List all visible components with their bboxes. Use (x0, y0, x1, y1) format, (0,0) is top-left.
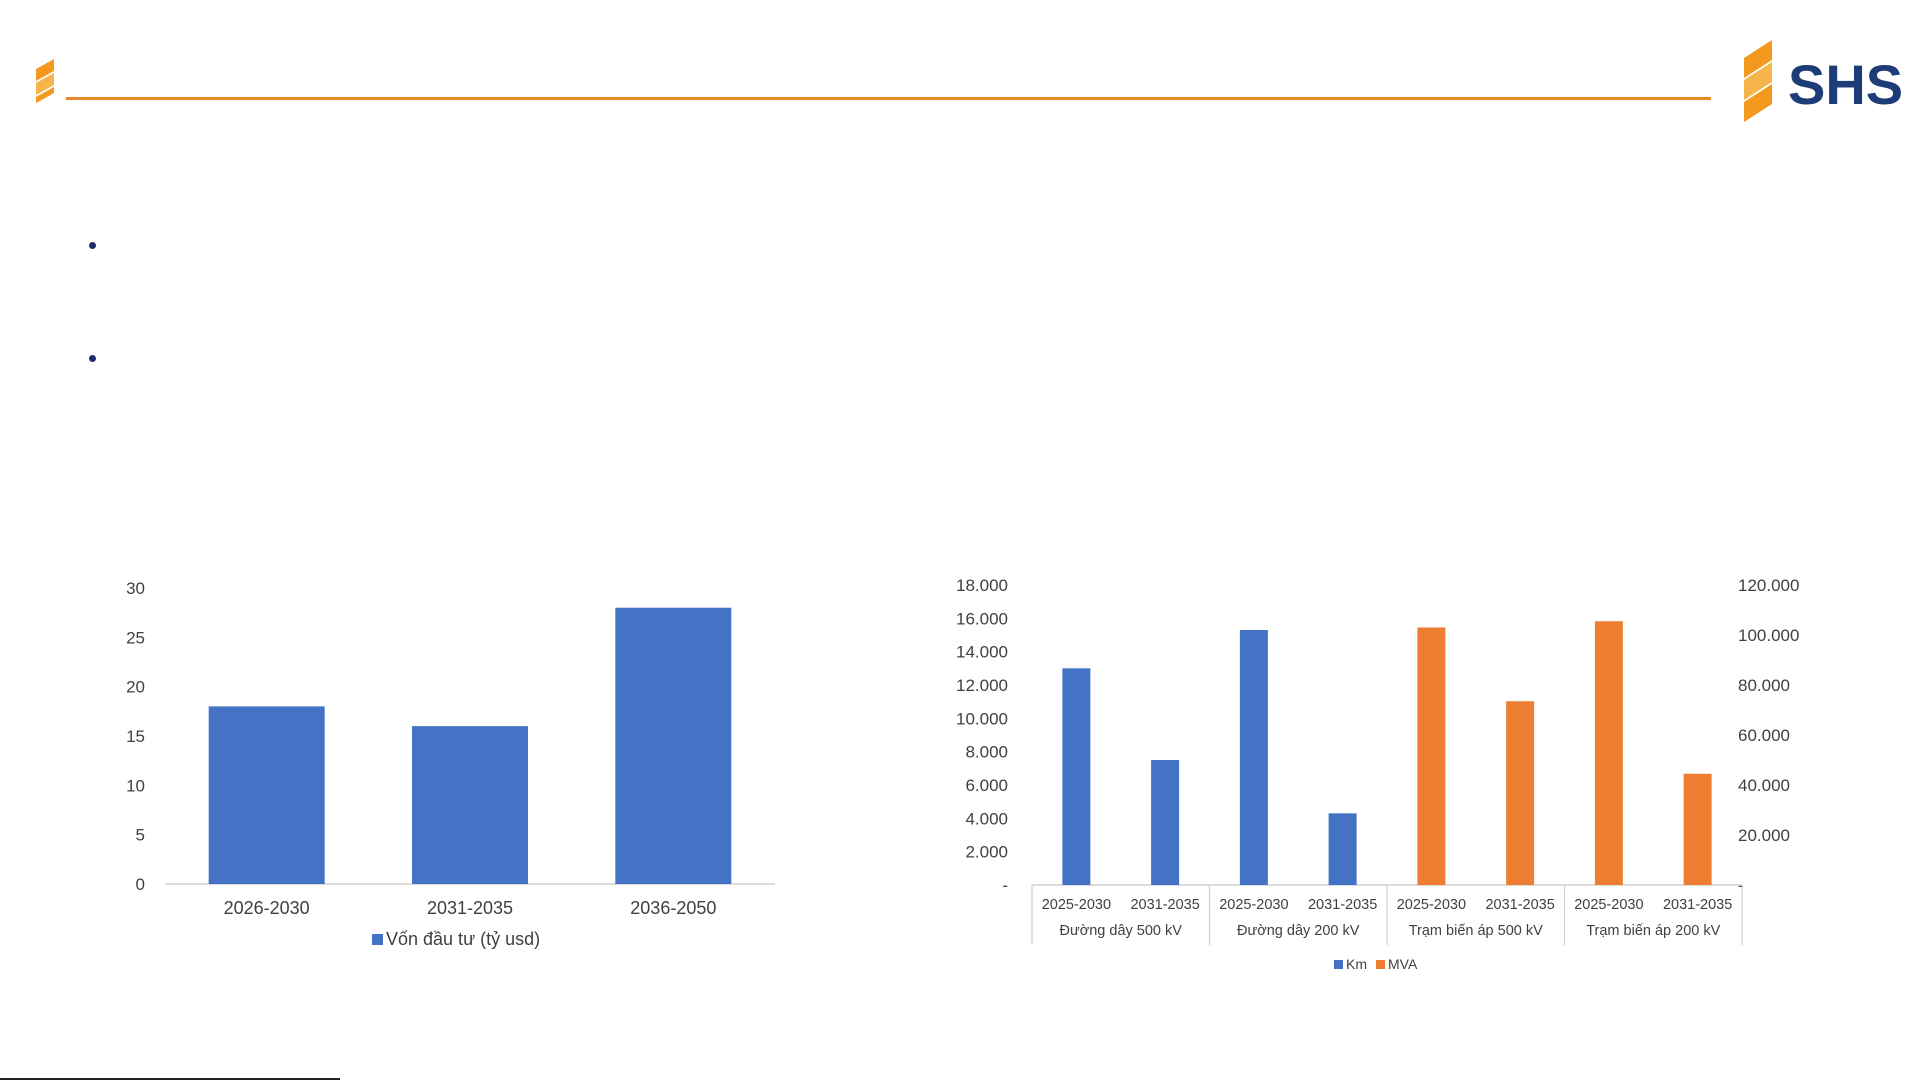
legend-swatch (372, 934, 383, 945)
group-label: Đường dây 200 kV (1237, 923, 1360, 939)
y-left-tick-label: 2.000 (965, 843, 1008, 862)
y-tick-label: 30 (126, 579, 145, 598)
x-tick-label: 2036-2050 (630, 898, 716, 918)
bar (1506, 701, 1535, 885)
y-left-tick-label: 10.000 (956, 709, 1008, 728)
bar (615, 607, 732, 884)
bar (1417, 627, 1446, 885)
brand-mark-small-icon (36, 59, 54, 103)
investment-bar-chart: 0 5 10 15 20 25 30 2026-2030 2031-2035 2036-2050 V… (126, 579, 775, 949)
bar (412, 726, 528, 884)
y-tick-label: 20 (126, 678, 145, 697)
bullet-point-2 (89, 355, 96, 362)
y-left-tick-label: 12.000 (956, 676, 1008, 695)
y-left-tick-label: 18.000 (956, 576, 1008, 595)
y-right-tick-label: 120.000 (1738, 576, 1799, 595)
group-label: Đường dây 500 kV (1060, 923, 1183, 939)
x-tick-label: 2031-2035 (1663, 897, 1732, 913)
x-tick-label: 2031-2035 (1485, 897, 1554, 913)
x-tick-label: 2025-2030 (1574, 897, 1643, 913)
x-tick-label: 2031-2035 (1130, 897, 1199, 913)
group-label: Trạm biến áp 200 kV (1586, 923, 1720, 939)
group-label: Trạm biến áp 500 kV (1409, 923, 1543, 939)
y-left-tick-label: 4.000 (965, 809, 1008, 828)
legend-label: Km (1346, 956, 1367, 972)
y-tick-label: 15 (126, 727, 145, 746)
legend-label: Vốn đầu tư (tỷ usd) (386, 929, 540, 949)
y-left-tick-label: 16.000 (956, 609, 1008, 628)
legend-swatch (1376, 960, 1385, 969)
y-tick-label: 25 (126, 628, 145, 647)
bar (1683, 773, 1712, 885)
x-tick-label: 2025-2030 (1219, 897, 1288, 913)
legend-swatch (1334, 960, 1343, 969)
shs-logo: SHS (1744, 40, 1903, 122)
bar (1594, 621, 1623, 885)
bar (1239, 630, 1268, 885)
x-tick-label: 2031-2035 (1308, 897, 1377, 913)
y-right-tick-label: 80.000 (1738, 676, 1790, 695)
legend-label: MVA (1388, 956, 1418, 972)
svg-text:SHS: SHS (1788, 53, 1903, 116)
x-tick-label: 2025-2030 (1042, 897, 1111, 913)
y-tick-label: 0 (136, 875, 145, 894)
y-right-tick-label: 100.000 (1738, 626, 1799, 645)
x-tick-label: 2026-2030 (224, 898, 310, 918)
y-left-tick-label: 14.000 (956, 643, 1008, 662)
y-tick-label: 5 (136, 826, 145, 845)
y-left-tick-label: 8.000 (965, 743, 1008, 762)
bar (208, 706, 325, 884)
y-right-tick-label: 40.000 (1738, 776, 1790, 795)
header-divider (66, 97, 1711, 100)
bar (1062, 668, 1091, 885)
x-tick-label: 2031-2035 (427, 898, 513, 918)
y-right-tick-label: 60.000 (1738, 726, 1790, 745)
bar (1151, 760, 1180, 885)
y-tick-label: 10 (126, 776, 145, 795)
y-left-tick-label: - (1002, 876, 1008, 895)
bullet-point-1 (89, 242, 96, 249)
x-tick-label: 2025-2030 (1397, 897, 1466, 913)
bar (1328, 813, 1357, 885)
footnote-divider (0, 1078, 340, 1080)
y-right-tick-label: 20.000 (1738, 826, 1790, 845)
y-left-tick-label: 6.000 (965, 776, 1008, 795)
grid-expansion-bar-chart: - 2.000 4.000 6.000 8.000 10.000 12.000 14.000 1… (956, 576, 1799, 972)
